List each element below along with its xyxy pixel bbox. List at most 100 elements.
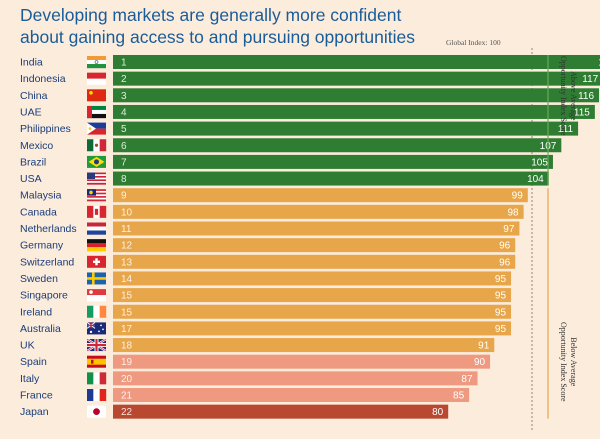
value-label: 116 xyxy=(578,91,594,102)
france-flag xyxy=(87,389,107,401)
rank-label: 1 xyxy=(121,58,127,69)
sweden-flag xyxy=(87,272,106,285)
japan-flag xyxy=(87,405,106,418)
bar xyxy=(113,104,595,119)
bar xyxy=(113,288,512,303)
china-flag xyxy=(87,89,106,102)
bar-row: Sweden 14 95 xyxy=(20,271,512,286)
bar xyxy=(113,88,600,103)
rank-label: 13 xyxy=(121,257,133,268)
bar-row: Germany 12 96 xyxy=(20,238,516,253)
switzerland-flag xyxy=(87,255,106,268)
value-label: 105 xyxy=(531,157,548,168)
rank-label: 7 xyxy=(121,157,127,168)
value-label: 95 xyxy=(495,324,507,335)
bar-row: Mexico 6 107 xyxy=(20,138,562,153)
rank-label: 11 xyxy=(121,224,132,235)
australia-flag xyxy=(86,321,106,335)
bar xyxy=(113,271,512,286)
rank-label: 15 xyxy=(121,307,133,318)
value-label: 117 xyxy=(582,74,598,85)
bar-row: USA 8 104 xyxy=(20,171,549,186)
reference-line-label: Global Index: 100 xyxy=(446,38,501,47)
rank-label: 3 xyxy=(121,91,127,102)
country-label: Netherlands xyxy=(20,223,77,235)
germany-flag xyxy=(87,239,106,252)
country-label: Indonesia xyxy=(20,73,66,85)
rank-label: 14 xyxy=(121,274,133,285)
netherlands-flag xyxy=(87,222,106,235)
bar xyxy=(113,371,478,386)
bar-row: Ireland 15 95 xyxy=(20,304,512,319)
country-label: UAE xyxy=(20,106,42,118)
bar-row: Brazil 7 105 xyxy=(20,154,553,169)
value-label: 121 xyxy=(598,58,600,69)
country-label: Germany xyxy=(20,240,64,252)
bar-row: Spain 19 90 xyxy=(20,354,491,369)
rank-label: 17 xyxy=(121,324,133,335)
rank-label: 8 xyxy=(121,174,127,185)
bar xyxy=(113,304,512,319)
bar xyxy=(113,154,553,169)
italy-flag xyxy=(87,372,107,385)
rank-label: 12 xyxy=(121,241,133,252)
bar xyxy=(113,71,600,86)
ireland-flag xyxy=(87,305,107,318)
philippines-flag xyxy=(87,122,106,135)
bar-row: Switzerland 13 96 xyxy=(20,254,516,269)
country-label: Mexico xyxy=(20,140,53,152)
brazil-flag xyxy=(87,155,106,168)
value-label: 95 xyxy=(495,274,507,285)
india-flag xyxy=(87,56,106,69)
country-label: China xyxy=(20,90,48,102)
uae-flag xyxy=(87,105,106,119)
usa-flag xyxy=(87,172,106,185)
bar-row: Japan 22 80 xyxy=(20,404,449,419)
value-label: 96 xyxy=(499,241,511,252)
rank-label: 6 xyxy=(121,141,127,152)
value-label: 95 xyxy=(495,291,507,302)
singapore-flag xyxy=(87,289,106,302)
rank-label: 19 xyxy=(121,357,133,368)
bar xyxy=(113,221,520,236)
value-label: 90 xyxy=(474,357,486,368)
country-label: Sweden xyxy=(20,273,58,285)
bar xyxy=(113,388,470,402)
bar xyxy=(113,354,491,369)
rank-label: 21 xyxy=(121,391,133,402)
country-label: Switzerland xyxy=(20,256,74,268)
bar xyxy=(113,238,516,253)
country-label: Philippines xyxy=(20,123,71,135)
bar-row: UK 18 91 xyxy=(20,338,495,353)
bar-row: France 21 85 xyxy=(20,388,470,402)
country-label: Italy xyxy=(20,373,40,385)
value-label: 95 xyxy=(495,307,507,318)
rank-label: 20 xyxy=(121,374,133,385)
bar-row: UAE 4 115 xyxy=(20,104,595,119)
bar-row: Malaysia 9 99 xyxy=(20,188,528,203)
bar-row: Netherlands 11 97 xyxy=(20,221,520,236)
bar xyxy=(113,188,528,203)
bar xyxy=(113,55,600,69)
value-label: 115 xyxy=(574,107,590,118)
value-label: 99 xyxy=(512,191,524,202)
country-label: Japan xyxy=(20,406,49,418)
bar xyxy=(113,254,516,269)
bar-row: India 1 121 xyxy=(20,55,600,69)
value-label: 91 xyxy=(478,341,490,352)
country-label: Canada xyxy=(20,206,57,218)
rank-label: 2 xyxy=(121,74,127,85)
rank-label: 10 xyxy=(121,207,133,218)
value-label: 104 xyxy=(527,174,544,185)
value-label: 96 xyxy=(499,257,511,268)
country-label: Spain xyxy=(20,356,47,368)
bar xyxy=(113,121,579,136)
rank-label: 15 xyxy=(121,291,133,302)
value-label: 97 xyxy=(503,224,515,235)
bar-row: Philippines 5 111 xyxy=(20,121,579,136)
country-label: India xyxy=(20,57,43,69)
bar-row: China 3 116 xyxy=(20,88,600,103)
bar-row: Italy 20 87 xyxy=(20,371,478,386)
spain-flag xyxy=(87,355,106,368)
